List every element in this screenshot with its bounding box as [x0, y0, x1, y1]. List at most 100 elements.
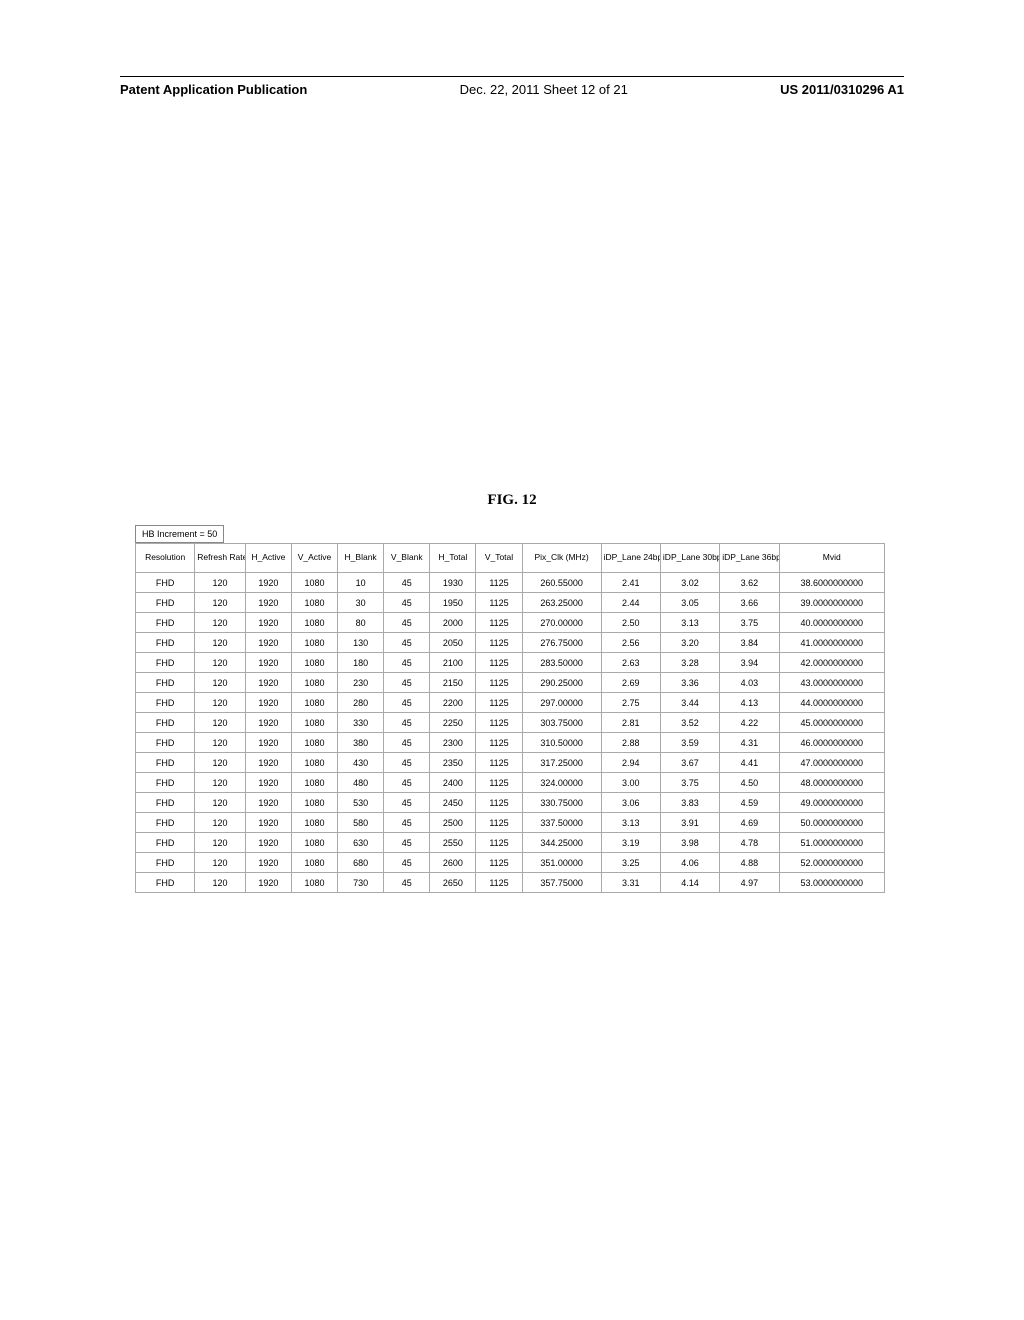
table-cell: 330.75000: [522, 793, 601, 813]
table-cell: 1080: [291, 573, 337, 593]
table-cell: 1920: [245, 833, 291, 853]
table-cell: 4.59: [720, 793, 779, 813]
table-cell: 3.94: [720, 653, 779, 673]
table-row: FHD12019201080104519301125260.550002.413…: [136, 573, 885, 593]
table-cell: 1080: [291, 613, 337, 633]
col-resolution: Resolution: [136, 544, 195, 573]
table-cell: 120: [195, 693, 246, 713]
table-cell: 1080: [291, 733, 337, 753]
table-cell: FHD: [136, 853, 195, 873]
table-cell: 2500: [430, 813, 476, 833]
table-cell: 4.13: [720, 693, 779, 713]
col-h-total: H_Total: [430, 544, 476, 573]
table-cell: 120: [195, 873, 246, 893]
table-cell: 1920: [245, 613, 291, 633]
table-cell: 1125: [476, 873, 522, 893]
table-cell: 1125: [476, 813, 522, 833]
table-cell: FHD: [136, 633, 195, 653]
table-cell: 3.28: [660, 653, 719, 673]
table-row: FHD120192010801304520501125276.750002.56…: [136, 633, 885, 653]
table-cell: 1125: [476, 833, 522, 853]
table-cell: 120: [195, 793, 246, 813]
table-cell: 310.50000: [522, 733, 601, 753]
table-cell: 2.81: [601, 713, 660, 733]
table-row: FHD120192010802304521501125290.250002.69…: [136, 673, 885, 693]
table-cell: 120: [195, 633, 246, 653]
table-cell: 80: [338, 613, 384, 633]
table-cell: 1920: [245, 853, 291, 873]
table-cell: 1125: [476, 673, 522, 693]
table-cell: 45: [384, 733, 430, 753]
table-cell: 2650: [430, 873, 476, 893]
table-row: FHD120192010804304523501125317.250002.94…: [136, 753, 885, 773]
table-cell: 2400: [430, 773, 476, 793]
table-row: FHD12019201080304519501125263.250002.443…: [136, 593, 885, 613]
table-cell: 1125: [476, 693, 522, 713]
table-cell: 46.0000000000: [779, 733, 884, 753]
table-cell: 680: [338, 853, 384, 873]
table-row: FHD120192010806304525501125344.250003.19…: [136, 833, 885, 853]
table-cell: 180: [338, 653, 384, 673]
table-cell: 3.00: [601, 773, 660, 793]
table-cell: 45: [384, 833, 430, 853]
table-cell: 10: [338, 573, 384, 593]
table-cell: FHD: [136, 793, 195, 813]
table-cell: 1125: [476, 573, 522, 593]
table-cell: 1920: [245, 653, 291, 673]
table-cell: FHD: [136, 773, 195, 793]
table-cell: 3.66: [720, 593, 779, 613]
table-cell: 1920: [245, 693, 291, 713]
table-cell: 120: [195, 753, 246, 773]
table-cell: 1080: [291, 813, 337, 833]
table-cell: 3.25: [601, 853, 660, 873]
table-body: FHD12019201080104519301125260.550002.413…: [136, 573, 885, 893]
table-cell: 120: [195, 653, 246, 673]
table-cell: 38.6000000000: [779, 573, 884, 593]
table-row: FHD120192010803304522501125303.750002.81…: [136, 713, 885, 733]
table-cell: 430: [338, 753, 384, 773]
table-cell: 283.50000: [522, 653, 601, 673]
table-cell: FHD: [136, 593, 195, 613]
table-cell: 3.20: [660, 633, 719, 653]
table-cell: 1080: [291, 793, 337, 813]
header-center: Dec. 22, 2011 Sheet 12 of 21: [460, 82, 628, 97]
table-cell: 3.05: [660, 593, 719, 613]
table-cell: 3.62: [720, 573, 779, 593]
table-cell: 3.75: [660, 773, 719, 793]
table-cell: 49.0000000000: [779, 793, 884, 813]
page-header: Patent Application Publication Dec. 22, …: [120, 82, 904, 97]
table-cell: 1125: [476, 753, 522, 773]
table-cell: 3.91: [660, 813, 719, 833]
table-cell: 39.0000000000: [779, 593, 884, 613]
col-refresh-rate: Refresh Rate (Hz): [195, 544, 246, 573]
table-row: FHD120192010802804522001125297.000002.75…: [136, 693, 885, 713]
table-cell: 45: [384, 853, 430, 873]
table-cell: 303.75000: [522, 713, 601, 733]
table-cell: 3.31: [601, 873, 660, 893]
table-cell: 4.97: [720, 873, 779, 893]
table-cell: 530: [338, 793, 384, 813]
table-cell: 2.44: [601, 593, 660, 613]
table-cell: 2250: [430, 713, 476, 733]
table-cell: 3.67: [660, 753, 719, 773]
table-cell: 1920: [245, 593, 291, 613]
table-cell: 4.03: [720, 673, 779, 693]
figure-caption: FIG. 12: [0, 492, 1024, 509]
table-row: FHD120192010805804525001125337.500003.13…: [136, 813, 885, 833]
table-row: FHD120192010806804526001125351.000003.25…: [136, 853, 885, 873]
table-cell: 120: [195, 573, 246, 593]
patent-page: Patent Application Publication Dec. 22, …: [0, 0, 1024, 1320]
table-cell: 30: [338, 593, 384, 613]
table-cell: 53.0000000000: [779, 873, 884, 893]
table-cell: 120: [195, 833, 246, 853]
table-cell: 1920: [245, 753, 291, 773]
table-cell: 52.0000000000: [779, 853, 884, 873]
table-cell: 2.94: [601, 753, 660, 773]
table-cell: 1080: [291, 633, 337, 653]
table-cell: 1920: [245, 673, 291, 693]
table-cell: FHD: [136, 873, 195, 893]
table-cell: 45: [384, 713, 430, 733]
table-cell: 4.78: [720, 833, 779, 853]
table-cell: 4.22: [720, 713, 779, 733]
col-lane-36bpp: iDP_Lane 36bpp: [720, 544, 779, 573]
